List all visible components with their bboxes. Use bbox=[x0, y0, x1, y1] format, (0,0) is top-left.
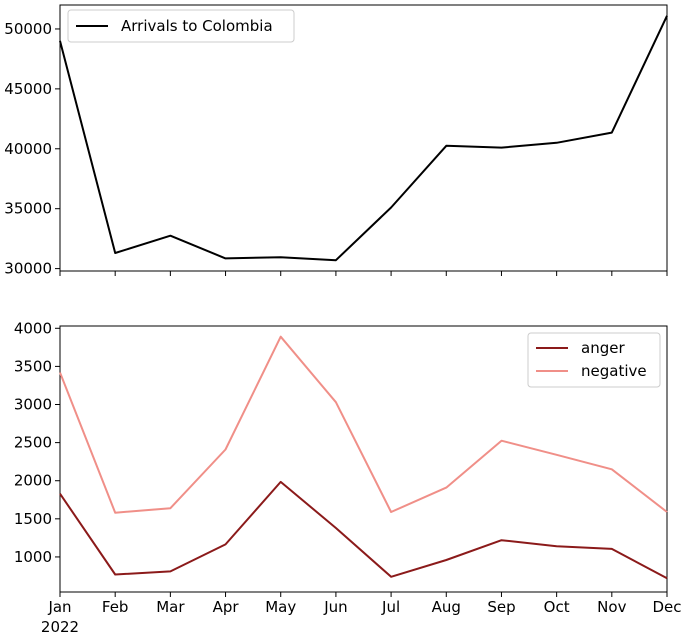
emotions-y-tick-label: 2500 bbox=[14, 434, 52, 452]
series-line-negative bbox=[59, 335, 668, 514]
arrivals-y-axis: 30000 35000 40000 45000 50000 bbox=[4, 20, 60, 278]
emotions-x-tick-label: Mar bbox=[156, 598, 185, 616]
emotions-y-tick-label: 3500 bbox=[14, 357, 52, 375]
emotions-x-tick-label: Jul bbox=[381, 598, 400, 616]
arrivals-y-tick-label: 50000 bbox=[4, 20, 52, 38]
emotions-x-tick-label: Nov bbox=[597, 598, 626, 616]
emotions-series bbox=[59, 335, 668, 580]
arrivals-x-axis bbox=[59, 271, 668, 276]
emotions-x-tick-label: Oct bbox=[544, 598, 570, 616]
emotions-y-tick-label: 3000 bbox=[14, 396, 52, 414]
x-axis-year-label: 2022 bbox=[41, 618, 79, 636]
emotions-legend-box bbox=[527, 332, 661, 388]
emotions-x-tick-label: Apr bbox=[213, 598, 240, 616]
emotions-x-tick-label: Aug bbox=[432, 598, 461, 616]
emotions-x-tick-label: Jun bbox=[323, 598, 347, 616]
legend-label-arrivals: Arrivals to Colombia bbox=[121, 17, 273, 35]
arrivals-y-tick-label: 45000 bbox=[4, 80, 52, 98]
legend-label-negative: negative bbox=[581, 362, 647, 380]
emotions-x-tick-label: Jan bbox=[47, 598, 71, 616]
series-line-anger bbox=[59, 480, 668, 580]
series-line-arrivals-to-colombia bbox=[59, 15, 668, 262]
emotions-x-axis: Jan Feb Mar Apr May Jun Jul Aug Sep Oct Nov Dec bbox=[47, 592, 682, 616]
emotions-y-axis: 1000 1500 2000 2500 3000 3500 4000 bbox=[14, 319, 60, 566]
emotions-x-tick-label: Dec bbox=[652, 598, 681, 616]
arrivals-series bbox=[59, 15, 668, 262]
arrivals-y-tick-label: 40000 bbox=[4, 140, 52, 158]
emotions-y-tick-label: 2000 bbox=[14, 472, 52, 490]
emotions-x-tick-label: May bbox=[265, 598, 296, 616]
arrivals-y-tick-label: 35000 bbox=[4, 200, 52, 218]
arrivals-axes-frame bbox=[59, 4, 668, 272]
emotions-panel: 1000 1500 2000 2500 3000 3500 4000 Jan Feb Mar Ap… bbox=[14, 319, 682, 636]
emotions-x-tick-label: Sep bbox=[487, 598, 515, 616]
emotions-y-tick-label: 1500 bbox=[14, 510, 52, 528]
emotions-x-tick-label: Feb bbox=[102, 598, 129, 616]
legend-label-anger: anger bbox=[581, 339, 625, 357]
arrivals-panel: 30000 35000 40000 45000 50000 Arrivals to Co… bbox=[4, 4, 668, 278]
arrivals-y-tick-label: 30000 bbox=[4, 260, 52, 278]
emotions-y-tick-label: 4000 bbox=[14, 319, 52, 337]
emotions-legend: anger negative bbox=[527, 332, 661, 388]
arrivals-legend: Arrivals to Colombia bbox=[67, 9, 295, 43]
emotions-axes-frame bbox=[59, 325, 668, 593]
arrivals-legend-box bbox=[67, 9, 295, 43]
emotions-y-tick-label: 1000 bbox=[14, 548, 52, 566]
